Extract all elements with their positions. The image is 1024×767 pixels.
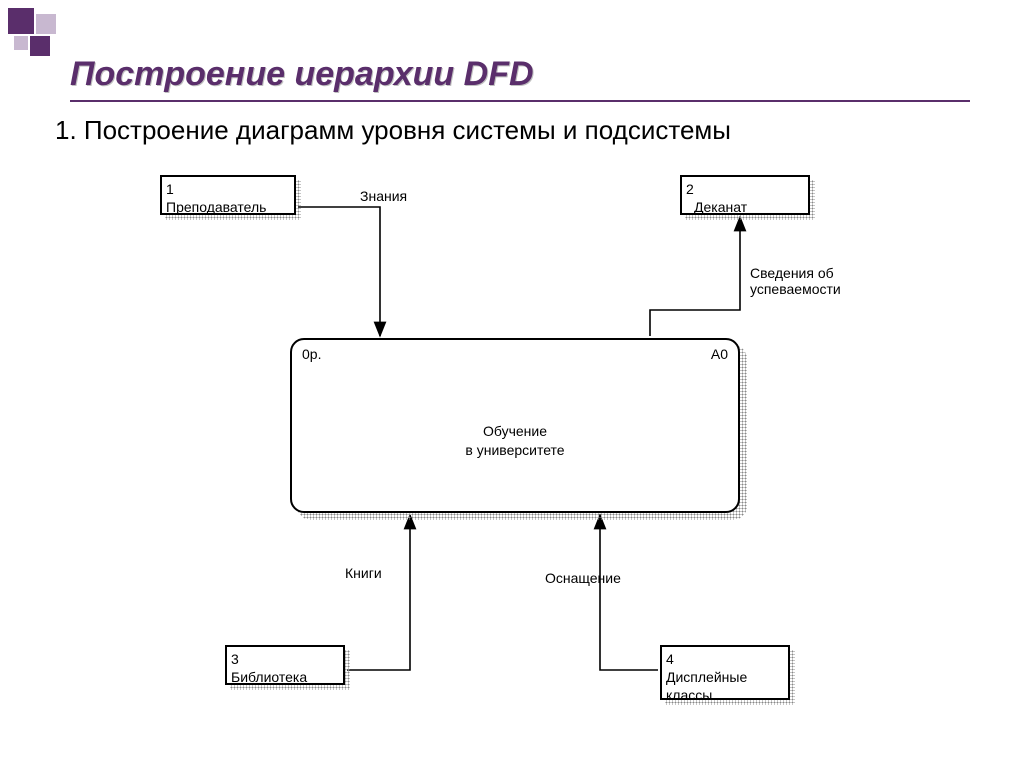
entity-id: 1 [166, 180, 290, 198]
entity-label: Библиотека [231, 668, 339, 686]
entity-label: Преподаватель [166, 198, 290, 216]
entity-displays: 4 Дисплейные классы [660, 645, 790, 700]
process-id-left: 0р. [302, 346, 321, 362]
entity-library: 3 Библиотека [225, 645, 345, 685]
process-id-right: А0 [711, 346, 728, 362]
title-underline [70, 100, 970, 102]
flow-label-equipment: Оснащение [545, 570, 621, 586]
entity-label: Деканат [686, 198, 804, 216]
process-label: в университете [292, 441, 738, 460]
process-label: Обучение [292, 422, 738, 441]
entity-teacher: 1 Преподаватель [160, 175, 296, 215]
flow-label-knowledge: Знания [360, 188, 407, 204]
dfd-diagram: 1 Преподаватель 2 Деканат 0р. А0 Обучени… [150, 170, 890, 730]
flow-label-books: Книги [345, 565, 382, 581]
entity-id: 2 [686, 180, 804, 198]
flow-label-grades: Сведения об успеваемости [750, 265, 841, 297]
page-subtitle: 1. Построение диаграмм уровня системы и … [55, 115, 731, 146]
process-main: 0р. А0 Обучение в университете [290, 338, 740, 513]
entity-id: 3 [231, 650, 339, 668]
entity-id: 4 [666, 650, 784, 668]
entity-label: Дисплейные классы [666, 668, 784, 704]
entity-dean: 2 Деканат [680, 175, 810, 215]
page-title: Построение иерархии DFD [70, 55, 534, 94]
